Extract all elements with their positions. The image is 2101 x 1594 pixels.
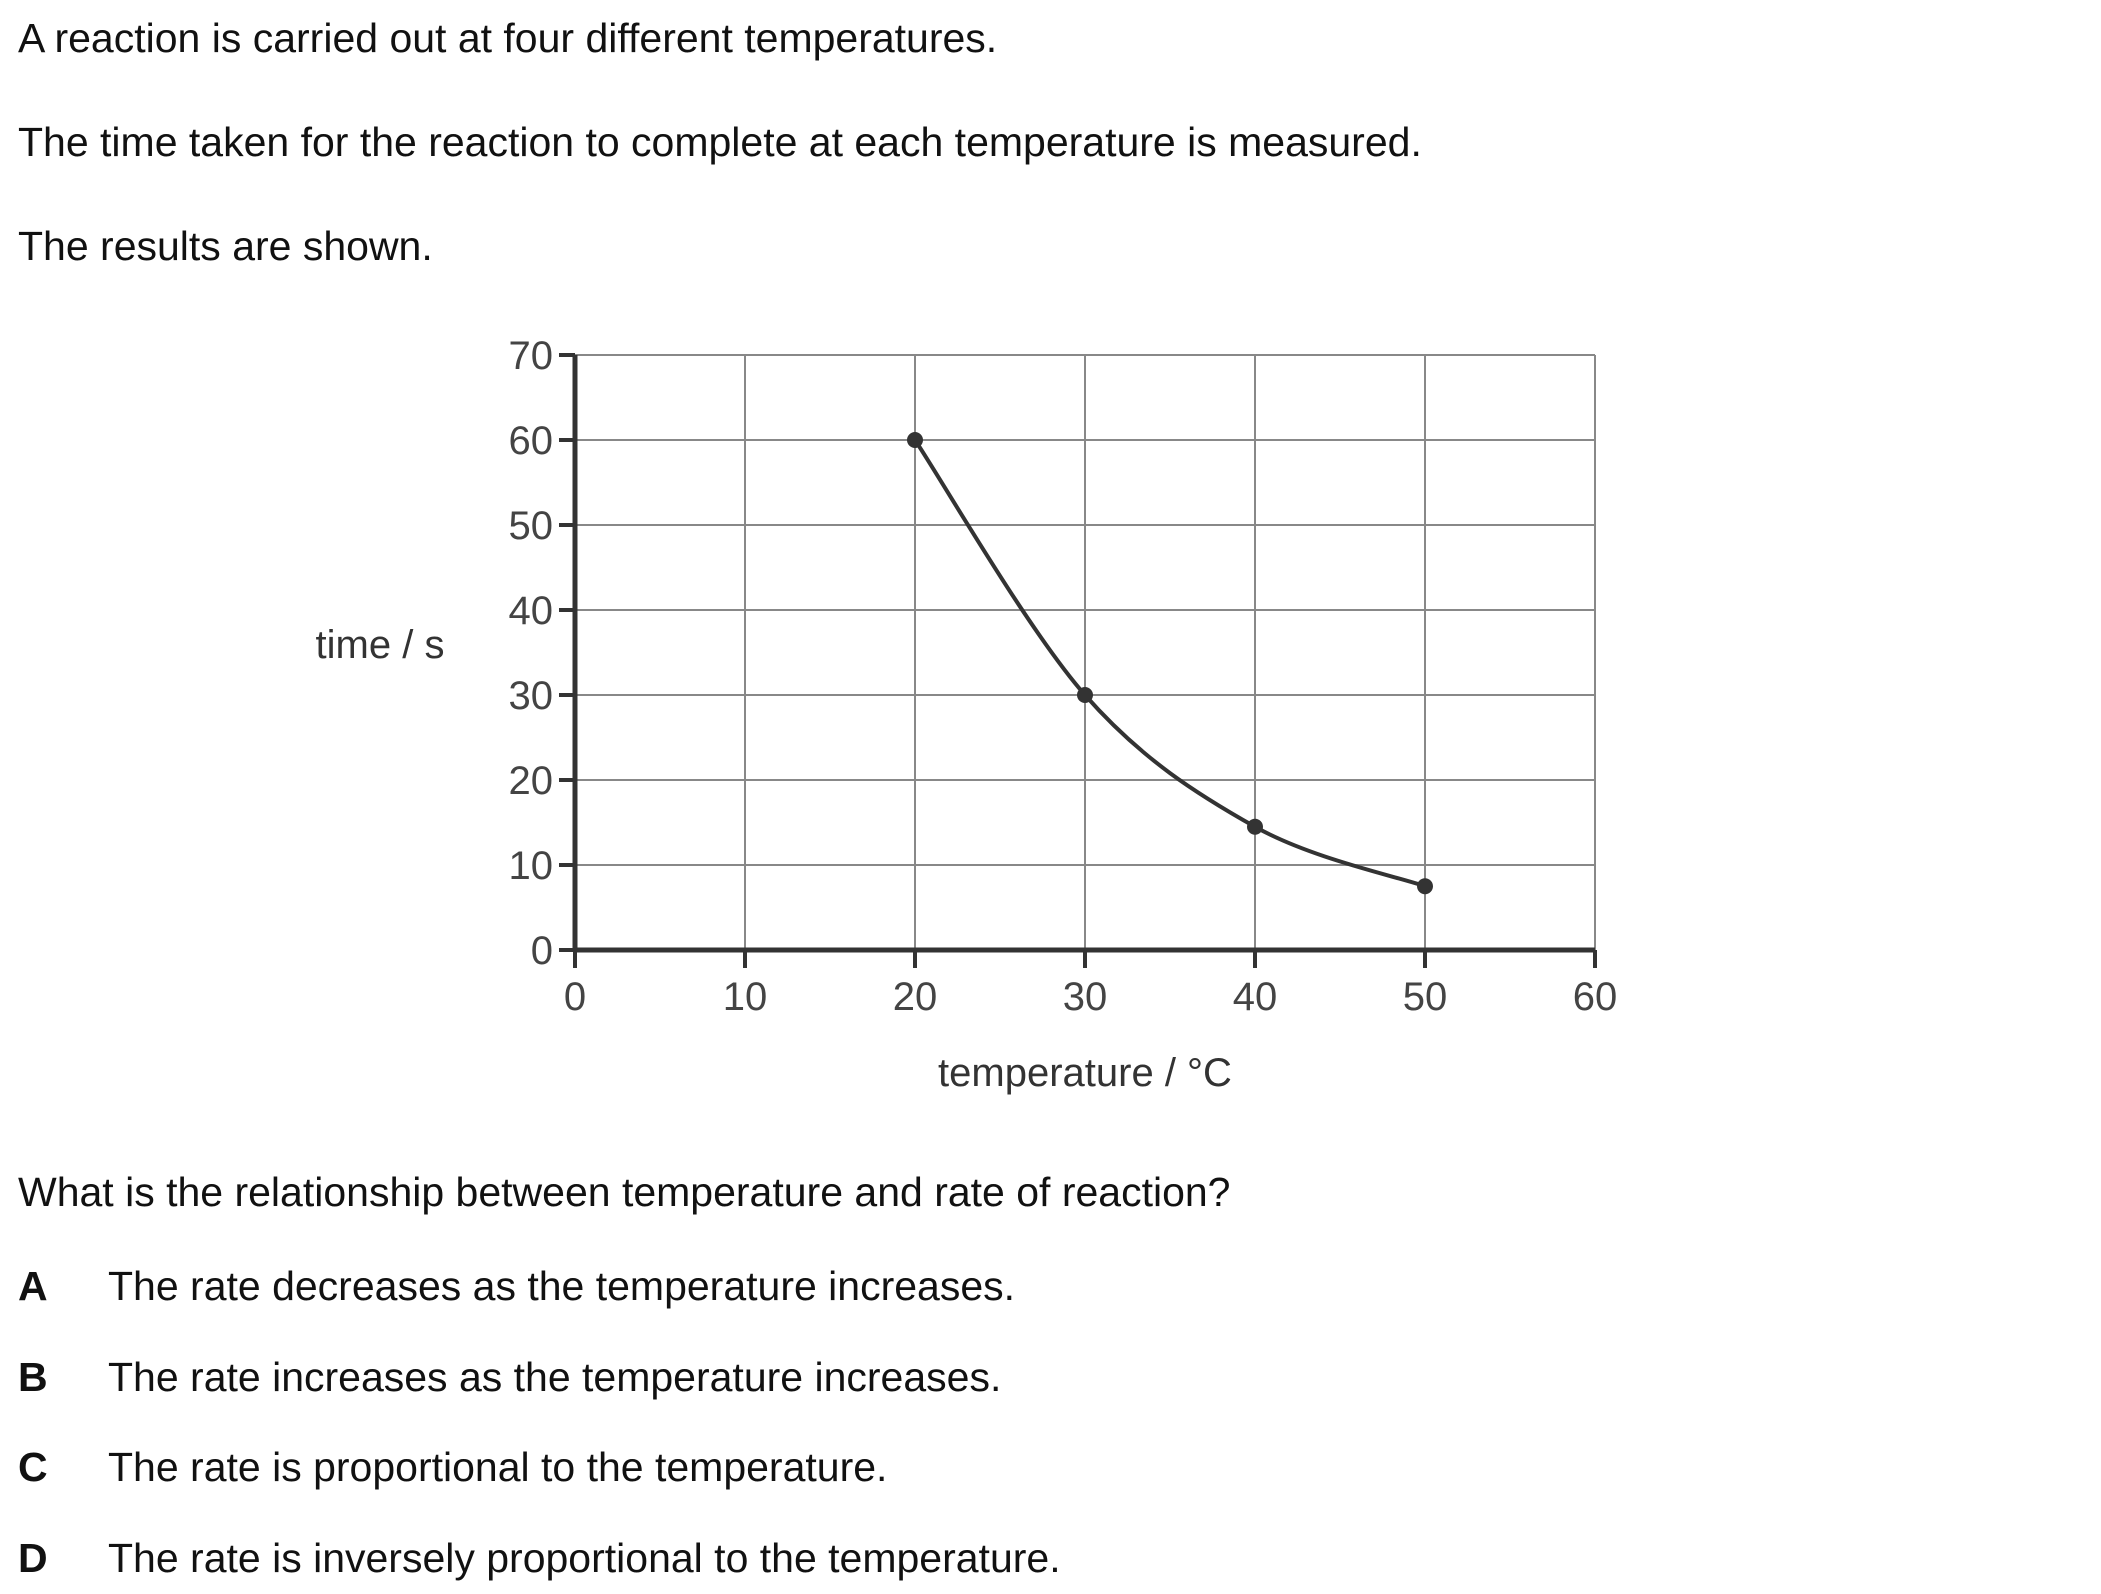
option-b-letter: B [18, 1354, 48, 1400]
intro-line-1: A reaction is carried out at four differ… [18, 15, 998, 61]
data-point [1417, 878, 1433, 895]
option-a-letter: A [18, 1263, 48, 1309]
x-tick-label: 50 [1403, 975, 1448, 1019]
question-prompt: What is the relationship between tempera… [18, 1169, 1231, 1215]
x-tick-label: 20 [893, 975, 938, 1019]
x-tick-label: 40 [1233, 975, 1278, 1019]
option-c-letter: C [18, 1444, 48, 1490]
grid-lines [575, 354, 1596, 950]
x-tick-label: 30 [1063, 975, 1108, 1019]
data-point [1077, 687, 1093, 703]
y-tick-label: 0 [531, 929, 553, 973]
option-a-text: The rate decreases as the temperature in… [108, 1263, 1016, 1309]
y-tick-label: 30 [509, 674, 554, 718]
y-tick-label: 20 [509, 759, 554, 803]
option-d-letter: D [18, 1535, 48, 1581]
intro-line-3: The results are shown. [18, 223, 433, 269]
series-line [913, 438, 1426, 889]
option-b-text: The rate increases as the temperature in… [108, 1354, 1002, 1400]
data-point [907, 432, 923, 448]
y-tick-label: 70 [509, 334, 554, 378]
x-tick-label: 60 [1573, 975, 1618, 1019]
x-tick-label: 0 [564, 975, 586, 1019]
y-tick-label: 10 [509, 844, 554, 888]
x-axis-label: temperature / °C [938, 1051, 1232, 1095]
x-tick-label: 10 [723, 975, 768, 1019]
y-axis-label: time / s [316, 623, 445, 667]
axes [559, 353, 1597, 968]
option-c-text: The rate is proportional to the temperat… [108, 1444, 888, 1490]
y-tick-label: 50 [509, 504, 554, 548]
data-series [907, 432, 1433, 895]
y-tick-label: 60 [509, 419, 554, 463]
tick-labels: 0 10 20 30 40 50 60 70 0 10 20 30 40 50 60 [509, 334, 1618, 1019]
intro-line-2: The time taken for the reaction to compl… [18, 119, 1422, 165]
option-d-text: The rate is inversely proportional to th… [108, 1535, 1061, 1581]
data-point [1247, 818, 1263, 835]
y-tick-label: 40 [509, 589, 554, 633]
